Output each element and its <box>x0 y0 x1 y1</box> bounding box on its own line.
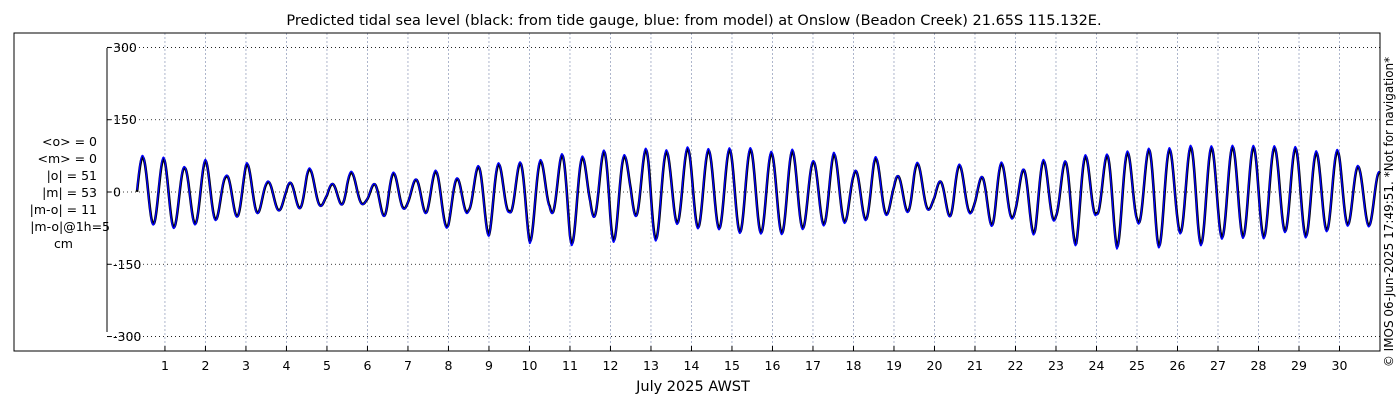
x-tick-label: 29 <box>1291 358 1307 373</box>
x-tick-label: 30 <box>1332 358 1348 373</box>
chart-title: Predicted tidal sea level (black: from t… <box>286 13 1101 29</box>
series-layer <box>135 144 1382 250</box>
grid-layer <box>107 33 1380 351</box>
x-tick-label: 5 <box>323 358 331 373</box>
stats-block: <o> = 0 <m> = 0 |o| = 51 |m| = 53 |m-o| … <box>30 134 110 251</box>
y-tick-label: 0 <box>113 185 121 200</box>
x-tick-label: 12 <box>603 358 619 373</box>
x-tick-label: 25 <box>1129 358 1145 373</box>
stat-mean-model: <m> = 0 <box>38 151 98 166</box>
stat-abs-diff-1h: |m-o|@1h=5 <box>30 219 110 234</box>
plot-frame <box>13 32 1381 352</box>
x-tick-label: 22 <box>1008 358 1024 373</box>
x-tick-label: 7 <box>404 358 412 373</box>
x-tick-label: 4 <box>282 358 290 373</box>
stat-abs-observed: |o| = 51 <box>47 168 97 183</box>
x-tick-label: 21 <box>967 358 983 373</box>
x-tick-label: 14 <box>684 358 700 373</box>
x-tick-label: 11 <box>562 358 578 373</box>
y-tick-label: -150 <box>113 257 141 272</box>
x-tick-label: 19 <box>886 358 902 373</box>
stat-mean-observed: <o> = 0 <box>42 134 97 149</box>
x-tick-label: 27 <box>1210 358 1226 373</box>
y-tick-label: 150 <box>113 112 137 127</box>
x-tick-label: 16 <box>765 358 781 373</box>
x-tick-label: 3 <box>242 358 250 373</box>
x-tick-label: 24 <box>1089 358 1105 373</box>
x-tick-label: 9 <box>485 358 493 373</box>
stat-unit: cm <box>54 236 73 251</box>
x-tick-label: 2 <box>201 358 209 373</box>
y-tick-label: 300 <box>113 40 137 55</box>
x-tick-label: 10 <box>522 358 538 373</box>
x-tick-label: 18 <box>846 358 862 373</box>
series-line-model <box>136 144 1381 250</box>
x-tick-label: 23 <box>1048 358 1064 373</box>
x-tick-label: 28 <box>1251 358 1267 373</box>
x-tick-label: 13 <box>643 358 659 373</box>
y-tick-label: -300 <box>113 329 141 344</box>
x-tick-label: 1 <box>161 358 169 373</box>
x-axis-label: July 2025 AWST <box>635 379 750 395</box>
y-tick-layer: 300 150 0 -150 -300 <box>107 40 141 344</box>
x-tick-label: 6 <box>363 358 371 373</box>
stat-abs-model: |m| = 53 <box>42 185 97 200</box>
x-tick-label: 8 <box>444 358 452 373</box>
x-tick-label: 20 <box>927 358 943 373</box>
stat-abs-diff: |m-o| = 11 <box>30 202 97 217</box>
x-tick-layer: 1 2 3 4 5 6 7 8 9 10 11 12 13 14 15 16 17 18 19 20 21 22 23 24 2… <box>161 346 1348 373</box>
copyright-note: © IMOS 06-Jun-2025 17:49:51. *Not for na… <box>1382 57 1396 367</box>
x-tick-label: 17 <box>805 358 821 373</box>
x-tick-label: 15 <box>724 358 740 373</box>
x-tick-label: 26 <box>1170 358 1186 373</box>
